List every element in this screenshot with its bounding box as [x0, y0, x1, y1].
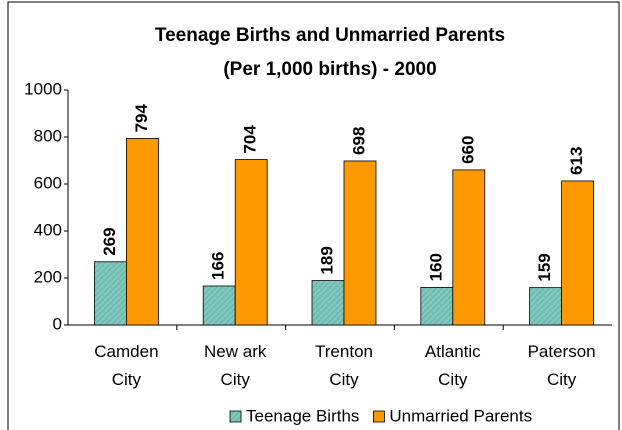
bar [234, 159, 268, 326]
value-label: 166 [209, 252, 228, 280]
bar [311, 280, 345, 326]
y-tick-label: 1000 [24, 79, 62, 98]
value-label: 613 [567, 147, 586, 175]
legend-swatch [229, 410, 242, 423]
bar [94, 261, 127, 326]
value-label: 160 [426, 253, 445, 281]
bar [126, 138, 159, 326]
chart-subtitle: (Per 1,000 births) - 2000 [223, 59, 436, 80]
value-label: 159 [535, 253, 554, 281]
value-label: 660 [458, 136, 477, 164]
chart-title: Teenage Births and Unmarried Parents [155, 25, 505, 46]
x-tick-label: Paterson City [528, 342, 596, 389]
legend-label: Teenage Births [246, 406, 359, 425]
y-tick-label: 600 [34, 173, 62, 192]
value-label: 794 [132, 104, 151, 133]
legend-label: Unmarried Parents [389, 406, 532, 425]
x-tick-label: Trenton City [315, 342, 373, 389]
x-tick-label: Atlantic City [425, 342, 481, 389]
value-label: 189 [317, 246, 336, 274]
bar [561, 180, 594, 326]
x-tick-label: New ark City [204, 342, 267, 389]
value-label: 704 [241, 125, 260, 154]
bar [420, 286, 454, 326]
bar [529, 287, 562, 326]
legend-swatch [373, 410, 385, 423]
y-tick-label: 200 [34, 267, 62, 286]
value-label: 269 [100, 227, 119, 255]
value-label: 698 [349, 127, 368, 155]
bar [343, 160, 377, 326]
bar [202, 285, 236, 326]
y-tick-label: 800 [34, 126, 62, 145]
y-tick-label: 400 [34, 220, 62, 239]
x-tick-label: Camden City [94, 342, 158, 389]
y-tick-label: 0 [53, 314, 62, 333]
bar [452, 169, 486, 326]
frame [7, 1, 620, 430]
